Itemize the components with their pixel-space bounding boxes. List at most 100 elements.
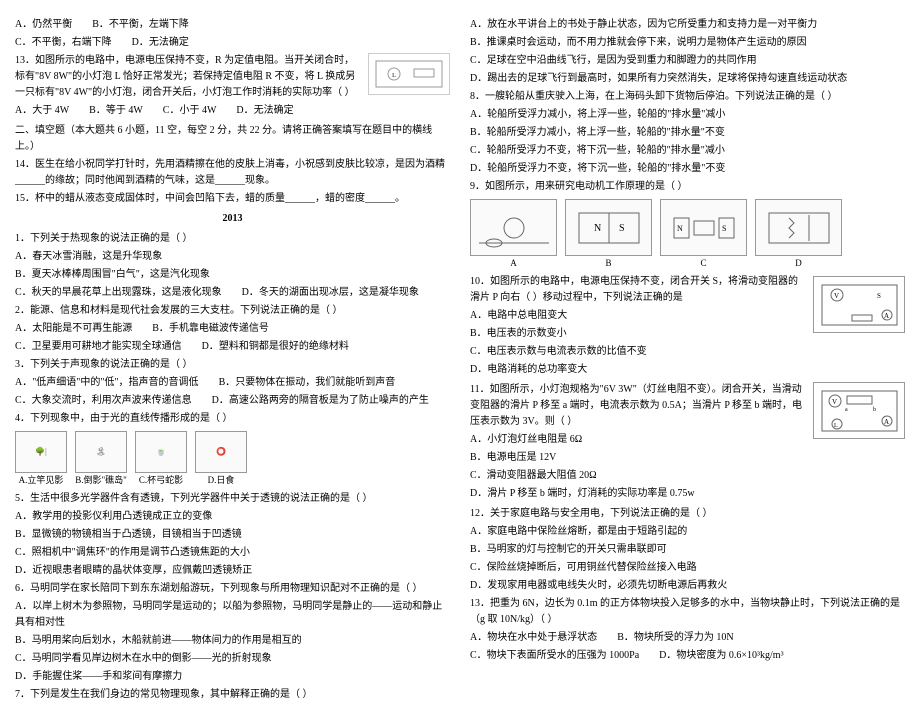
q1-opts-cd: C．秋天的早晨花草上出现露珠，这是液化现象 D．冬天的湖面出现冰层，这是凝华现象	[15, 285, 450, 301]
opt: A．放在水平讲台上的书处于静止状态，因为它所受重力和支持力是一对平衡力	[470, 17, 905, 33]
shadow-icon: 🌳|	[15, 431, 67, 473]
svg-text:V: V	[832, 398, 837, 406]
fig-d: ⭕ D.日食	[195, 431, 247, 487]
opt: D．塑料和铜都是很好的绝缘材料	[202, 339, 349, 355]
q2-opts-ab: A．太阳能是不可再生能源 B．手机靠电磁波传递信号	[15, 321, 450, 337]
opt: D．电路消耗的总功率变大	[470, 362, 905, 378]
fig-label: A.立竿见影	[19, 473, 64, 487]
opt: D．轮船所受浮力不变，将下沉一些，轮船的"排水量"不变	[470, 161, 905, 177]
fig-label: D	[795, 256, 802, 270]
q3-text: 3．下列关于声现象的说法正确的是（ ）	[15, 357, 450, 373]
opt: D．高速公路两旁的隔音板是为了防止噪声的产生	[212, 393, 429, 409]
opt: C．大象交流时，利用次声波来传递信息	[15, 393, 192, 409]
q1-text: 1．下列关于热现象的说法正确的是（ ）	[15, 231, 450, 247]
q13r-opts-cd: C．物块下表面所受水的压强为 1000Pa D．物块密度为 0.6×10³kg/…	[470, 648, 905, 664]
q3-opts-ab: A．"低声细语"中的"低"，指声音的音调低 B．只要物体在振动，我们就能听到声音	[15, 375, 450, 391]
svg-text:N: N	[677, 224, 683, 233]
opt: A．家庭电路中保险丝熔断，都是由于短路引起的	[470, 524, 905, 540]
q2-opts-cd: C．卫星要用可耕地才能实现全球通信 D．塑料和铜都是很好的绝缘材料	[15, 339, 450, 355]
opt: C．物块下表面所受水的压强为 1000Pa	[470, 648, 639, 664]
q12-text: 12．关于家庭电路与安全用电，下列说法正确的是（ ）	[470, 506, 905, 522]
q13r-text: 13．把重为 6N，边长为 0.1m 的正方体物块投入足够多的水中，当物块静止时…	[470, 596, 905, 628]
opt: A．春天冰雪消融，这是升华现象	[15, 249, 450, 265]
q4-figures: 🌳| A.立竿见影 🏝 B.倒影"礁岛" 🍵 C.杯弓蛇影 ⭕ D.日食	[15, 431, 450, 487]
opt: B．夏天冰棒棒周围冒"白气"，这是汽化现象	[15, 267, 210, 283]
opt: D．物块密度为 0.6×10³kg/m³	[659, 648, 783, 664]
opt: B．电源电压是 12V	[470, 450, 905, 466]
opt: D．无法确定	[236, 103, 293, 119]
q4-text: 4．下列现象中，由于光的直线传播形成的是（ ）	[15, 411, 450, 427]
q12-options: A．仍然平衡 B．不平衡，左端下降	[15, 17, 450, 33]
opt: A．仍然平衡	[15, 17, 72, 33]
circuit-d-icon	[755, 199, 842, 256]
opt: B．马明用桨向后划水，木船就前进——物体间力的作用是相互的	[15, 633, 450, 649]
opt: C．马明同学看见岸边树木在水中的倒影——光的折射现象	[15, 651, 450, 667]
q14-text: 14．医生在给小祝同学打针时，先用酒精擦在他的皮肤上消毒，小祝感到皮肤比较凉，是…	[15, 157, 450, 189]
circuit-b-icon: NS	[565, 199, 652, 256]
opt: B．马明家的灯与控制它的开关只需串联即可	[470, 542, 905, 558]
opt: C．电压表示数与电流表示数的比值不变	[470, 344, 905, 360]
fig-b: 🏝 B.倒影"礁岛"	[75, 431, 127, 487]
svg-text:V: V	[834, 292, 839, 300]
svg-text:S: S	[619, 223, 625, 234]
opt: B．只要物体在振动，我们就能听到声音	[219, 375, 396, 391]
left-column: A．仍然平衡 B．不平衡，左端下降 C．不平衡，右端下降 D．无法确定 L 13…	[15, 15, 450, 705]
opt: D．无法确定	[132, 35, 189, 51]
opt: C．不平衡，右端下降	[15, 35, 112, 51]
q13-options: A．大于 4W B．等于 4W C．小于 4W D．无法确定	[15, 103, 450, 119]
opt: C．滑动变阻器最大阻值 20Ω	[470, 468, 905, 484]
fig-label: B	[605, 256, 611, 270]
svg-text:a: a	[845, 407, 848, 413]
opt: C．小于 4W	[163, 103, 217, 119]
q13-circuit-diagram: L	[368, 53, 450, 95]
fill-heading: 二、填空题（本大题共 6 小题，11 空，每空 2 分，共 22 分。请将正确答…	[15, 123, 450, 155]
opt: B．显微镜的物镜相当于凸透镜，目镜相当于凹透镜	[15, 527, 450, 543]
fig-c: 🍵 C.杯弓蛇影	[135, 431, 187, 487]
opt: B．等于 4W	[89, 103, 143, 119]
reflection-icon: 🏝	[75, 431, 127, 473]
q1-opts-bc: B．夏天冰棒棒周围冒"白气"，这是汽化现象	[15, 267, 450, 283]
fig-label: B.倒影"礁岛"	[75, 473, 127, 487]
cup-icon: 🍵	[135, 431, 187, 473]
q2-text: 2．能源、信息和材料是现代社会发展的三大支柱。下列说法正确的是（ ）	[15, 303, 450, 319]
fig-d: D	[755, 199, 842, 270]
opt: A．"低声细语"中的"低"，指声音的音调低	[15, 375, 199, 391]
eclipse-icon: ⭕	[195, 431, 247, 473]
svg-text:S: S	[877, 292, 881, 300]
q6-text: 6．马明同学在家长陪同下到东东湖划船游玩，下列现象与所用物理知识配对不正确的是（…	[15, 581, 450, 597]
opt: A．轮船所受浮力减小，将上浮一些，轮船的"排水量"减小	[470, 107, 905, 123]
opt: B．不平衡，左端下降	[92, 17, 189, 33]
year-title: 2013	[15, 211, 450, 227]
circuit-a-icon	[470, 199, 557, 256]
opt: A．教学用的投影仪利用凸透镜成正立的变像	[15, 509, 450, 525]
q9-text: 9．如图所示，用来研究电动机工作原理的是（ ）	[470, 179, 905, 195]
opt: A．物块在水中处于悬浮状态	[470, 630, 597, 646]
fig-label: A	[510, 256, 517, 270]
opt: B．手机靠电磁波传递信号	[152, 321, 269, 337]
fig-label: C.杯弓蛇影	[139, 473, 183, 487]
opt: C．照相机中"调焦环"的作用是调节凸透镜焦距的大小	[15, 545, 450, 561]
svg-text:N: N	[594, 223, 601, 234]
opt: A．以岸上树木为参照物，马明同学是运动的；以船为参照物，马明同学是静止的——运动…	[15, 599, 450, 631]
opt: B．轮船所受浮力减小，将上浮一些，轮船的"排水量"不变	[470, 125, 905, 141]
opt: D．踢出去的足球飞行到最高时，如果所有力突然消失，足球将保持勾速直线运动状态	[470, 71, 905, 87]
q13r-opts-ab: A．物块在水中处于悬浮状态 B．物块所受的浮力为 10N	[470, 630, 905, 646]
opt: C．保险丝烧掉断后，可用铜丝代替保险丝接入电路	[470, 560, 905, 576]
svg-text:S: S	[722, 224, 726, 233]
q8-text: 8．一艘轮船从重庆驶入上海，在上海码头卸下货物后停泊。下列说法正确的是（ ）	[470, 89, 905, 105]
opt: B．推课桌时会运动，而不用力推就会停下来，说明力是物体产生运动的原因	[470, 35, 905, 51]
opt: D．手能握住桨——手和浆间有摩擦力	[15, 669, 450, 685]
q3-opts-cd: C．大象交流时，利用次声波来传递信息 D．高速公路两旁的隔音板是为了防止噪声的产…	[15, 393, 450, 409]
opt: C．足球在空中沿曲线飞行，是因为受到重力和脚蹬力的共同作用	[470, 53, 905, 69]
opt: C．轮船所受浮力不变，将下沉一些，轮船的"排水量"减小	[470, 143, 905, 159]
opt: A．太阳能是不可再生能源	[15, 321, 132, 337]
opt: C．卫星要用可耕地才能实现全球通信	[15, 339, 182, 355]
q12-options-2: C．不平衡，右端下降 D．无法确定	[15, 35, 450, 51]
q9-figures: A NS B NS C D	[470, 199, 905, 270]
q15-text: 15．杯中的蜡从液态变成固体时，中间会凹陷下去，蜡的质量______，蜡的密度_…	[15, 191, 450, 207]
svg-text:b: b	[873, 407, 876, 413]
opt: C．秋天的早晨花草上出现露珠，这是液化现象	[15, 285, 222, 301]
opt: D．近视眼患者眼睛的晶状体变厚，应佩戴凹透镜矫正	[15, 563, 450, 579]
fig-b: NS B	[565, 199, 652, 270]
opt: A．大于 4W	[15, 103, 69, 119]
